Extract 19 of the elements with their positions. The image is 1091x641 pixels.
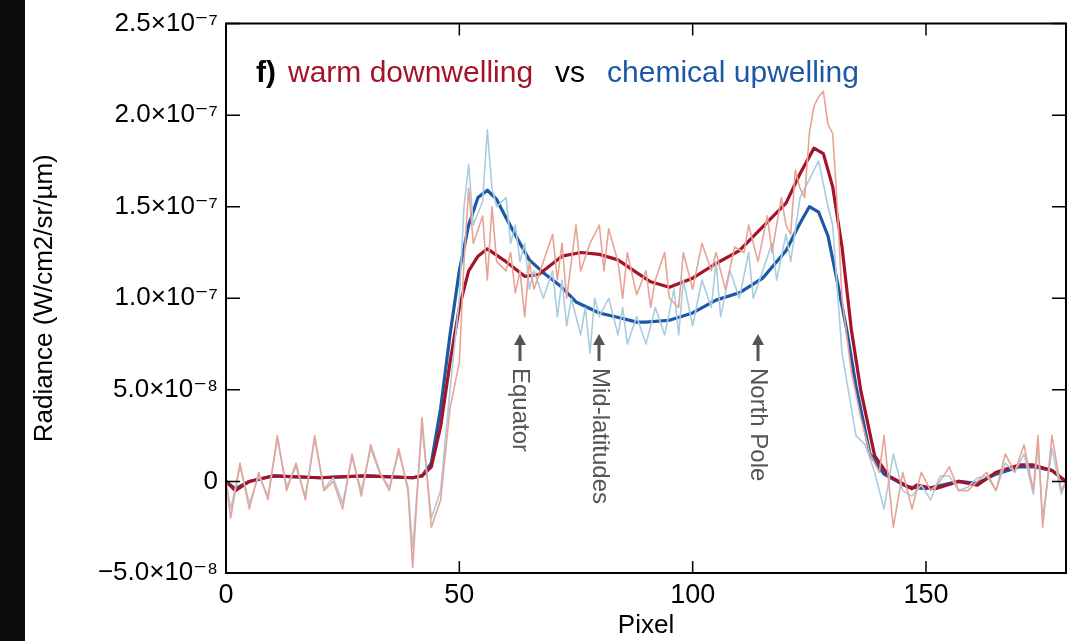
y-tick-label: −5.0×10⁻⁸ (97, 556, 218, 587)
x-tick-label: 150 (903, 578, 949, 609)
text: chemical upwelling (607, 54, 859, 88)
x-tick-label: 100 (670, 578, 716, 609)
y-tick-label: 1.0×10⁻⁷ (114, 281, 218, 312)
y-tick-label: 1.5×10⁻⁷ (114, 189, 218, 220)
y-tick-label: 0 (203, 464, 218, 495)
y-tick-label: 2.5×10⁻⁷ (114, 6, 218, 37)
annotation: North Pole (746, 368, 774, 482)
annotation: vs (555, 54, 586, 88)
y-axis-title: Radiance (W/cm2/sr/µm) (27, 154, 58, 443)
x-tick-label: 50 (444, 578, 475, 609)
annotation: Mid-latitudes (587, 368, 615, 505)
x-axis-title: Pixel (617, 608, 675, 639)
annotation: Equator (508, 368, 536, 453)
text: f) (256, 54, 276, 88)
y-tick-label: 2.0×10⁻⁷ (114, 98, 218, 129)
text: warm downwelling (286, 54, 534, 88)
y-tick-label: 5.0×10⁻⁸ (113, 373, 218, 404)
